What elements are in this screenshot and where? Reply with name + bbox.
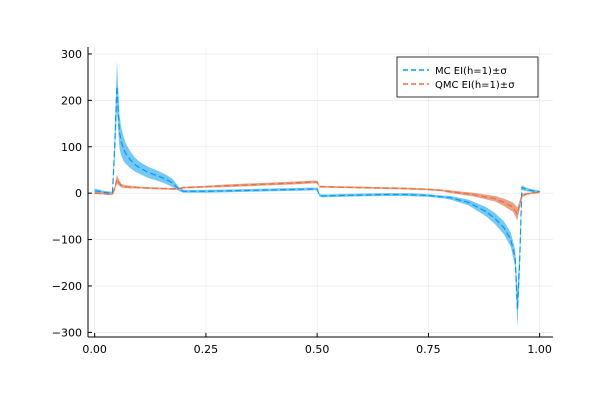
grid [88,47,553,337]
series-2-line [94,177,540,216]
legend: MC EI(h=1)±σ QMC EI(h=1)±σ [396,56,539,98]
x-tick-label: 0.75 [416,343,441,356]
y-tick-label: 0 [75,187,82,200]
series-1-line [94,86,540,310]
y-tick-label: −100 [52,234,82,247]
x-tick-label: 0.00 [82,343,107,356]
y-tick-label: 100 [61,141,82,154]
y-tick-label: 300 [61,48,82,61]
legend-box [396,56,539,98]
axes: 0.00 0.25 0.50 0.75 1.00 −300 −200 −100 0 100 200 3… [52,47,553,356]
x-tick-label: 0.25 [194,343,219,356]
series-layer [94,60,540,328]
x-tick-label: 1.00 [527,343,552,356]
legend-label-2: QMC EI(h=1)±σ [435,80,515,91]
legend-label-1: MC EI(h=1)±σ [435,66,507,77]
x-tick-label: 0.50 [305,343,330,356]
y-tick-label: −300 [52,326,82,339]
y-tick-label: −200 [52,280,82,293]
y-tick-label: 200 [61,94,82,107]
